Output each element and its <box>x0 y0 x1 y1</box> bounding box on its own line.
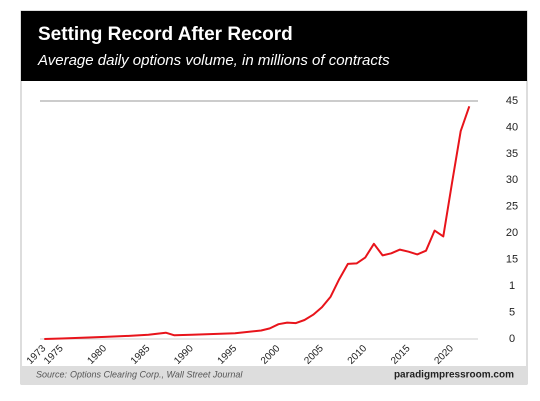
y-tick-label: 15 <box>506 254 518 266</box>
y-tick-label: 35 <box>506 148 518 160</box>
footer <box>21 366 527 384</box>
chart-subtitle: Average daily options volume, in million… <box>37 52 390 69</box>
brand: paradigmpressroom.com <box>394 370 514 381</box>
y-tick-label: 40 <box>506 121 518 133</box>
line-series <box>44 105 471 340</box>
y-tick-label: 25 <box>506 201 518 213</box>
chart-title: Setting Record After Record <box>38 24 293 45</box>
source-prefix: Source: <box>36 369 68 379</box>
y-tick-label: 45 <box>506 95 518 107</box>
y-tick-label: 1 <box>509 280 515 292</box>
y-tick-label: 5 <box>509 306 515 318</box>
y-tick-label: 30 <box>506 174 518 186</box>
header <box>21 11 527 81</box>
y-tick-label: 0 <box>509 333 515 345</box>
source: Options Clearing Corp., Wall Street Jour… <box>70 369 243 379</box>
y-tick-label: 20 <box>506 227 518 239</box>
